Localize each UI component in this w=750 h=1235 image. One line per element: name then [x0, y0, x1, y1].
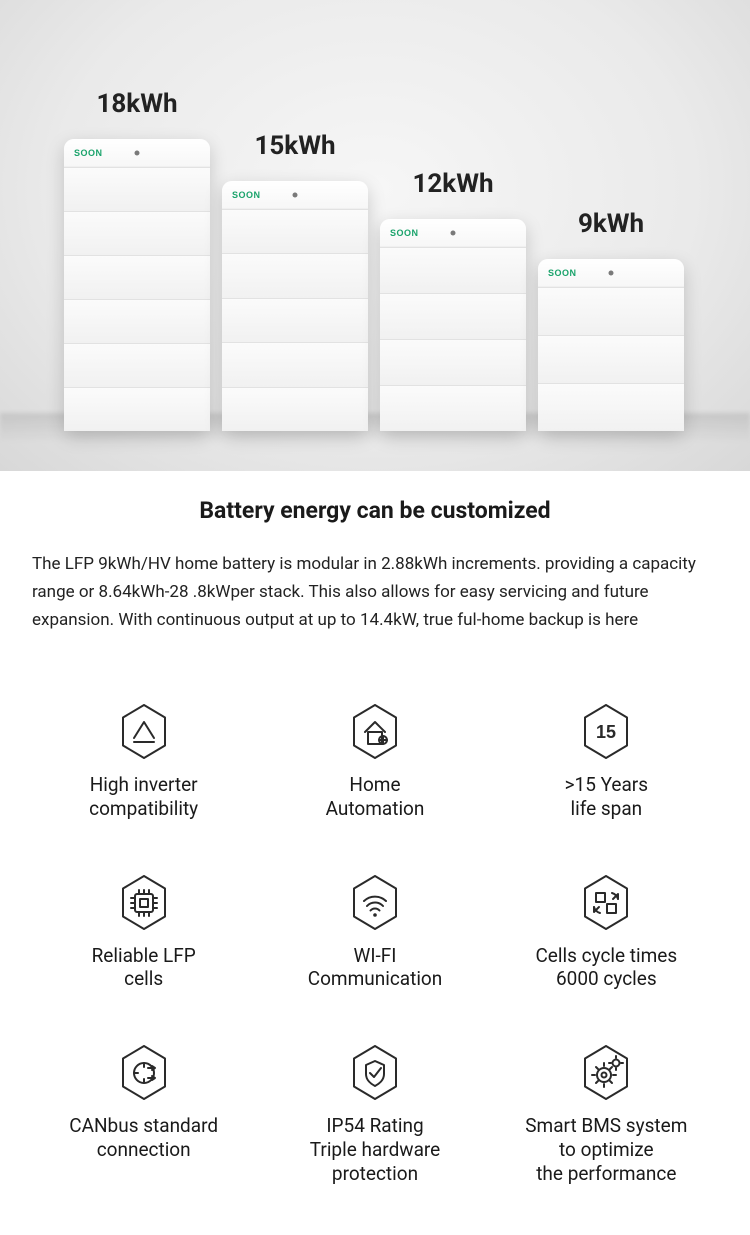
feature-label: >15 Years life span	[565, 773, 648, 821]
svg-text:15: 15	[596, 722, 616, 742]
feature-shield: IP54 Rating Triple hardware protection	[259, 1045, 490, 1185]
battery-top-panel: SOON	[380, 219, 526, 247]
feature-label: CANbus standard connection	[69, 1114, 218, 1162]
feature-label: IP54 Rating Triple hardware protection	[310, 1114, 441, 1185]
feature-inverter: High inverter compatibility	[28, 704, 259, 821]
feature-label: Smart BMS system to optimize the perform…	[525, 1114, 687, 1185]
indicator-dot	[609, 270, 614, 275]
brand-logo: SOON	[390, 228, 419, 238]
battery-module	[64, 255, 210, 299]
battery-module	[538, 287, 684, 335]
section-title: Battery energy can be customized	[32, 497, 718, 524]
battery-15kwh: 15kWhSOON	[222, 181, 368, 431]
fifteen-icon: 15	[582, 704, 630, 759]
feature-canbus: CANbus standard connection	[28, 1045, 259, 1185]
battery-18kwh: 18kWhSOON	[64, 139, 210, 431]
feature-label: WI-FI Communication	[308, 944, 443, 992]
battery-module	[64, 387, 210, 431]
shield-icon	[351, 1045, 399, 1100]
feature-label: Reliable LFP cells	[92, 944, 196, 992]
battery-module	[222, 342, 368, 386]
feature-fifteen: 15 >15 Years life span	[491, 704, 722, 821]
brand-logo: SOON	[548, 268, 577, 278]
inverter-icon	[120, 704, 168, 759]
gear-icon	[582, 1045, 630, 1100]
battery-top-panel: SOON	[222, 181, 368, 209]
battery-top-panel: SOON	[64, 139, 210, 167]
battery-stack: SOON	[222, 181, 368, 431]
battery-stack: SOON	[538, 259, 684, 431]
feature-home: Home Automation	[259, 704, 490, 821]
indicator-dot	[451, 230, 456, 235]
wifi-icon	[351, 875, 399, 930]
brand-logo: SOON	[232, 190, 261, 200]
battery-module	[538, 383, 684, 431]
battery-module	[64, 299, 210, 343]
indicator-dot	[293, 192, 298, 197]
feature-label: Cells cycle times 6000 cycles	[535, 944, 677, 992]
battery-module	[64, 343, 210, 387]
canbus-icon	[120, 1045, 168, 1100]
battery-module	[380, 293, 526, 339]
battery-module	[222, 209, 368, 253]
battery-stack: SOON	[64, 139, 210, 431]
battery-module	[222, 387, 368, 431]
battery-12kwh: 12kWhSOON	[380, 219, 526, 431]
feature-chip: Reliable LFP cells	[28, 875, 259, 992]
battery-module	[380, 385, 526, 431]
headline-section: Battery energy can be customized The LFP…	[0, 471, 750, 644]
battery-module	[222, 253, 368, 297]
hero-battery-lineup: 18kWhSOON15kWhSOON12kWhSOON9kWhSOON	[0, 0, 750, 471]
battery-9kwh: 9kWhSOON	[538, 259, 684, 431]
feature-grid: High inverter compatibility Home Automati…	[0, 644, 750, 1235]
battery-module	[380, 247, 526, 293]
battery-label: 9kWh	[578, 209, 644, 239]
feature-wifi: WI-FI Communication	[259, 875, 490, 992]
feature-label: High inverter compatibility	[89, 773, 198, 821]
feature-gear: Smart BMS system to optimize the perform…	[491, 1045, 722, 1185]
brand-logo: SOON	[74, 148, 103, 158]
battery-stack: SOON	[380, 219, 526, 431]
home-icon	[351, 704, 399, 759]
battery-module	[538, 335, 684, 383]
battery-module	[222, 298, 368, 342]
battery-module	[380, 339, 526, 385]
feature-cycle: Cells cycle times 6000 cycles	[491, 875, 722, 992]
battery-label: 15kWh	[254, 131, 335, 161]
battery-module	[64, 211, 210, 255]
cycle-icon	[582, 875, 630, 930]
battery-module	[64, 167, 210, 211]
indicator-dot	[135, 150, 140, 155]
battery-label: 18kWh	[96, 89, 177, 119]
section-body: The LFP 9kWh/HV home battery is modular …	[32, 550, 718, 634]
chip-icon	[120, 875, 168, 930]
battery-label: 12kWh	[412, 169, 493, 199]
battery-top-panel: SOON	[538, 259, 684, 287]
feature-label: Home Automation	[326, 773, 425, 821]
